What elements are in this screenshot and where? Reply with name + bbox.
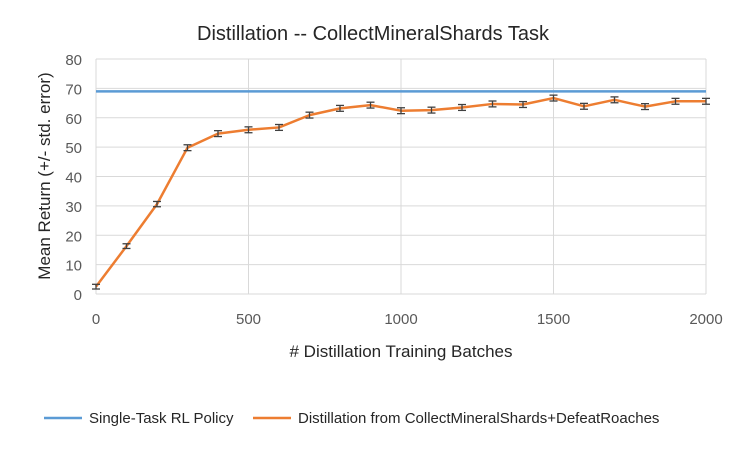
error-bar — [397, 107, 405, 115]
y-axis-label: Mean Return (+/- std. error) — [35, 72, 54, 279]
x-tick-label: 1500 — [537, 311, 570, 328]
x-axis-label: # Distillation Training Batches — [289, 342, 512, 361]
y-tick-label: 30 — [65, 199, 82, 216]
error-bar — [153, 200, 161, 208]
x-tick-label: 0 — [92, 311, 100, 328]
error-bar — [671, 97, 680, 105]
error-bar — [183, 144, 192, 152]
error-bar — [641, 103, 649, 111]
y-tick-label: 60 — [65, 111, 82, 128]
error-bar — [488, 100, 497, 108]
error-bar — [549, 94, 558, 102]
error-bar — [427, 106, 436, 114]
error-bar — [336, 104, 344, 112]
y-tick-label: 0 — [74, 287, 82, 304]
error-bar — [305, 111, 314, 119]
gridlines — [95, 58, 707, 295]
error-bar — [580, 102, 588, 110]
legend: Single-Task RL Policy Distillation from … — [44, 410, 659, 427]
legend-label-distillation: Distillation from CollectMineralShards+D… — [298, 410, 659, 427]
error-bar — [122, 243, 131, 250]
error-bar — [458, 103, 466, 112]
y-tick-label: 50 — [65, 140, 82, 157]
error-bar — [214, 130, 222, 138]
x-tick-label: 2000 — [689, 311, 722, 328]
y-tick-label: 80 — [65, 52, 82, 69]
error-bar — [702, 97, 710, 105]
error-bar — [366, 101, 375, 109]
error-bar — [610, 96, 619, 104]
error-bar — [275, 123, 283, 132]
y-tick-label: 70 — [65, 81, 82, 98]
series-group — [92, 90, 710, 290]
y-tick-label: 40 — [65, 170, 82, 187]
error-bar — [244, 126, 253, 134]
y-tick-label: 10 — [65, 258, 82, 275]
x-tick-label: 1000 — [384, 311, 417, 328]
chart-title: Distillation -- CollectMineralShards Tas… — [197, 23, 550, 45]
x-tick-label: 500 — [236, 311, 261, 328]
error-bar — [92, 283, 100, 290]
error-bar — [519, 100, 527, 109]
x-axis-ticks: 0 500 1000 1500 2000 — [92, 311, 723, 328]
legend-label-single-task: Single-Task RL Policy — [89, 410, 234, 427]
y-axis-ticks: 0 10 20 30 40 50 60 70 80 — [65, 52, 82, 304]
y-tick-label: 20 — [65, 228, 82, 245]
